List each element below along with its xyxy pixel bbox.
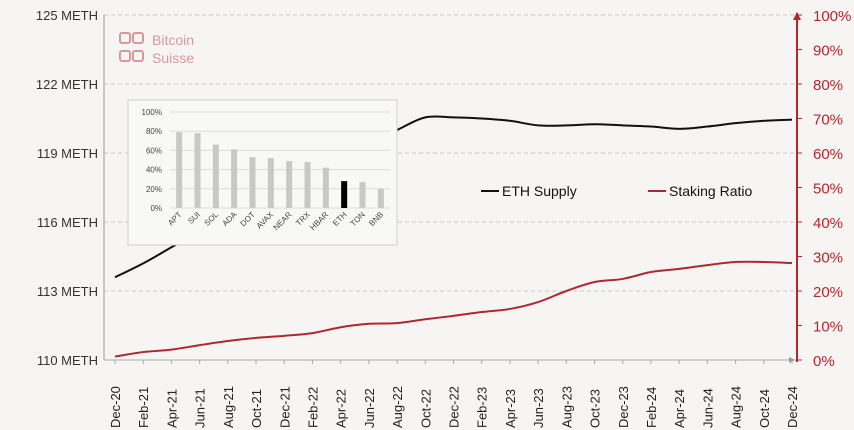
inset-panel: [127, 99, 398, 246]
legend-label: Staking Ratio: [669, 183, 752, 199]
left-axis-tick-label: 113 METH: [37, 284, 98, 299]
inset-y-tick-label: 20%: [146, 185, 162, 194]
x-axis-tick-label: Aug-21: [221, 386, 236, 428]
x-axis-tick-label: Dec-20: [108, 386, 123, 428]
x-axis-tick-label: Aug-24: [729, 386, 744, 428]
x-axis-tick-label: Dec-24: [785, 386, 800, 428]
right-axis-tick-label: 50%: [813, 181, 843, 198]
inset-bar-sui: [194, 133, 201, 208]
x-axis-tick-label: Feb-21: [136, 387, 151, 428]
left-axis-tick-label: 119 METH: [37, 146, 98, 161]
right-axis-tick-label: 70%: [813, 112, 843, 129]
x-axis-tick-label: Apr-21: [164, 389, 179, 428]
left-axis-tick-label: 110 METH: [37, 353, 98, 368]
right-axis-tick-label: 10%: [813, 319, 843, 336]
inset-bar-apt: [176, 132, 183, 208]
logo-mark-icon: [119, 32, 144, 62]
left-axis-tick-label: 122 METH: [36, 77, 98, 92]
x-axis-tick-label: Jun-23: [531, 388, 546, 428]
inset-bar-hbar: [322, 167, 329, 208]
x-axis-tick-label: Jun-24: [700, 388, 715, 428]
right-axis-tick-label: 0%: [813, 353, 835, 370]
inset-bar-ton: [359, 182, 366, 208]
inset-bar-avax: [267, 158, 274, 208]
inset-bar-ada: [231, 149, 238, 208]
inset-y-tick-label: 100%: [142, 108, 162, 117]
x-axis-tick-label: Jun-21: [193, 388, 208, 428]
inset-bar-dot: [249, 157, 256, 208]
x-axis-tick-label: Dec-23: [616, 386, 631, 428]
right-axis-tick-label: 20%: [813, 284, 843, 301]
x-axis-tick-label: Aug-22: [390, 386, 405, 428]
x-axis-tick-label: Dec-21: [277, 386, 292, 428]
inset-bar-bnb: [377, 188, 384, 208]
inset-y-tick-label: 60%: [146, 146, 162, 155]
inset-bar-trx: [304, 161, 311, 208]
x-axis-tick-label: Apr-24: [672, 389, 687, 428]
x-axis-tick-label: Oct-21: [249, 389, 264, 428]
inset-y-tick-label: 0%: [150, 204, 162, 213]
left-axis-tick-label: 116 METH: [37, 215, 98, 230]
x-axis-tick-label: Feb-22: [305, 387, 320, 428]
legend-label: ETH Supply: [502, 183, 577, 199]
x-axis-tick-label: Jun-22: [362, 388, 377, 428]
x-axis-tick-label: Feb-24: [644, 387, 659, 428]
x-axis-tick-label: Oct-22: [418, 389, 433, 428]
right-axis-tick-label: 30%: [813, 250, 843, 267]
right-axis-arrow-icon: [793, 12, 801, 20]
x-axis-tick-label: Apr-23: [503, 389, 518, 428]
inset-bar-sol: [212, 144, 219, 208]
x-axis-tick-label: Oct-24: [757, 389, 772, 428]
x-axis-tick-label: Apr-22: [334, 389, 349, 428]
right-axis-tick-label: 80%: [813, 77, 843, 94]
left-axis-tick-label: 125 METH: [36, 8, 98, 23]
right-axis-tick-label: 40%: [813, 215, 843, 232]
logo-line2: Suisse: [152, 50, 194, 66]
x-axis-tick-label: Feb-23: [475, 387, 490, 428]
x-axis-tick-label: Oct-23: [588, 389, 603, 428]
right-axis-tick-label: 90%: [813, 43, 843, 60]
inset-bar-near: [286, 160, 293, 208]
right-axis-tick-label: 100%: [813, 8, 851, 25]
bitcoin-suisse-logo: Bitcoin Suisse: [119, 32, 194, 66]
x-axis-tick-label: Dec-22: [447, 386, 462, 428]
inset-y-tick-label: 40%: [146, 166, 162, 175]
inset-y-tick-label: 80%: [146, 127, 162, 136]
x-axis-tick-label: Aug-23: [559, 386, 574, 428]
series-line-staking-ratio: [114, 260, 793, 358]
logo-line1: Bitcoin: [152, 32, 194, 48]
inset-bar-eth: [341, 181, 348, 208]
right-axis-tick-label: 60%: [813, 146, 843, 163]
